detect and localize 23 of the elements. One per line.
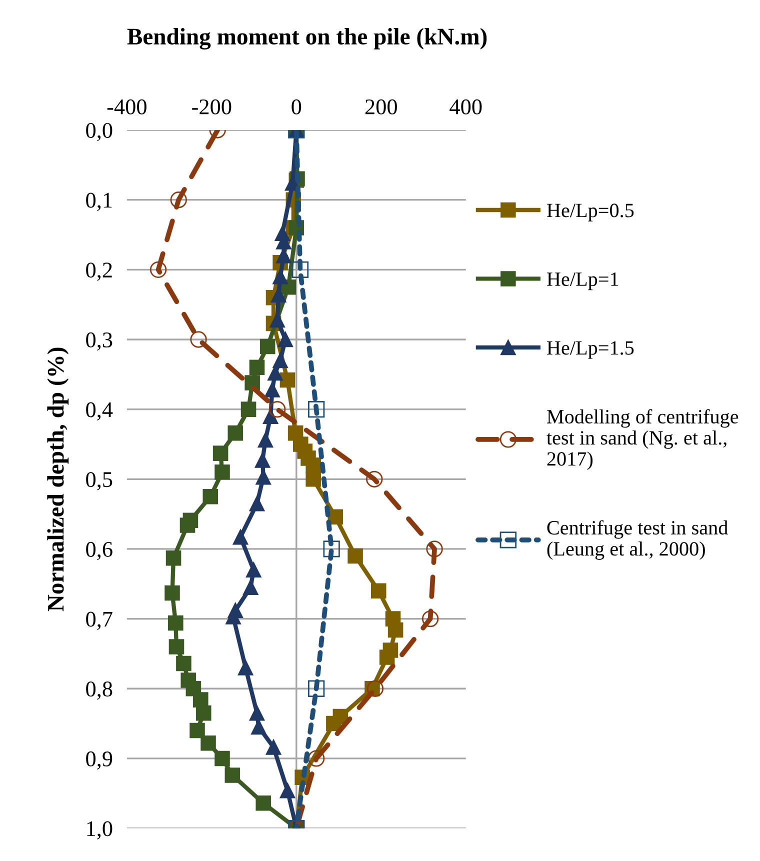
x-tick-label: 0: [292, 99, 302, 114]
y-tick-label: 0,0: [86, 122, 112, 142]
y-tick-label: 0,6: [86, 542, 112, 560]
legend-label: He/Lp=0.5: [547, 204, 634, 222]
y-axis-title: Normalized depth, dp (%): [47, 348, 69, 612]
x-tick-label: -400: [107, 99, 146, 114]
y-tick-label: 0,8: [86, 682, 112, 700]
y-tick-label: 0,5: [86, 472, 112, 490]
y-tick-label: 0,9: [86, 751, 112, 770]
y-tick-label: 0,2: [86, 262, 112, 281]
legend-label: Modelling of centrifuge test in sand (Ng. et al., 2017): [546, 409, 738, 470]
legend-label: He/Lp=1: [547, 272, 618, 290]
y-tick-label: 0,7: [86, 612, 112, 630]
x-tick-label: 400: [450, 99, 482, 114]
legend-label: He/Lp=1.5: [547, 341, 634, 359]
legend-label: Centrifuge test in sand (Leung et al., 2000): [547, 520, 728, 560]
y-tick-label: 0,4: [86, 402, 113, 420]
y-tick-label: 0,3: [86, 332, 112, 351]
y-tick-label: 1,0: [87, 821, 112, 840]
x-tick-label: -200: [192, 99, 232, 114]
x-tick-label: 200: [365, 99, 397, 114]
y-tick-label: 0,1: [86, 192, 112, 211]
chart-title: Bending moment on the pile (kN.m): [127, 28, 487, 50]
